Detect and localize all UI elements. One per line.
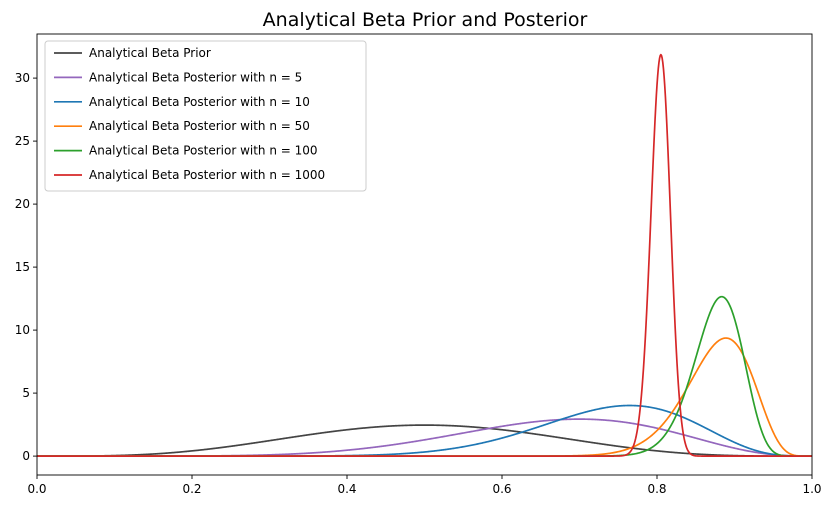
x-tick-label: 0.2 [182,482,201,496]
x-tick-label: 0.8 [647,482,666,496]
y-tick-label: 10 [15,323,30,337]
plot-frame [36,33,813,476]
legend-box [44,40,367,192]
x-axis-ticks: 0.0 0.2 0.4 0.6 0.8 1.0 [27,475,822,496]
series-line-4 [36,295,813,457]
x-tick-label: 0.6 [492,482,511,496]
legend-label-0: Analytical Beta Prior [89,46,211,60]
legend-label-5: Analytical Beta Posterior with n = 1000 [89,168,325,182]
curves-group [36,53,813,457]
y-tick-label: 0 [22,449,30,463]
legend-label-1: Analytical Beta Posterior with n = 5 [89,70,302,84]
chart-title: Analytical Beta Prior and Posterior [263,9,588,31]
series-line-5 [36,53,813,457]
x-tick-label: 0.4 [337,482,356,496]
legend: Analytical Beta Prior Analytical Beta Pos… [44,40,367,192]
series-line-2 [36,404,813,457]
y-axis-ticks: 0 5 10 15 20 25 30 [15,71,37,463]
series-line-0 [36,424,813,457]
y-tick-label: 30 [15,71,30,85]
y-tick-label: 20 [15,197,30,211]
legend-label-4: Analytical Beta Posterior with n = 100 [89,144,318,158]
y-tick-label: 15 [15,260,30,274]
x-tick-label: 0.0 [27,482,46,496]
y-tick-label: 25 [15,134,30,148]
x-tick-label: 1.0 [802,482,821,496]
legend-label-3: Analytical Beta Posterior with n = 50 [89,119,310,133]
y-tick-label: 5 [22,386,30,400]
legend-label-2: Analytical Beta Posterior with n = 10 [89,95,310,109]
